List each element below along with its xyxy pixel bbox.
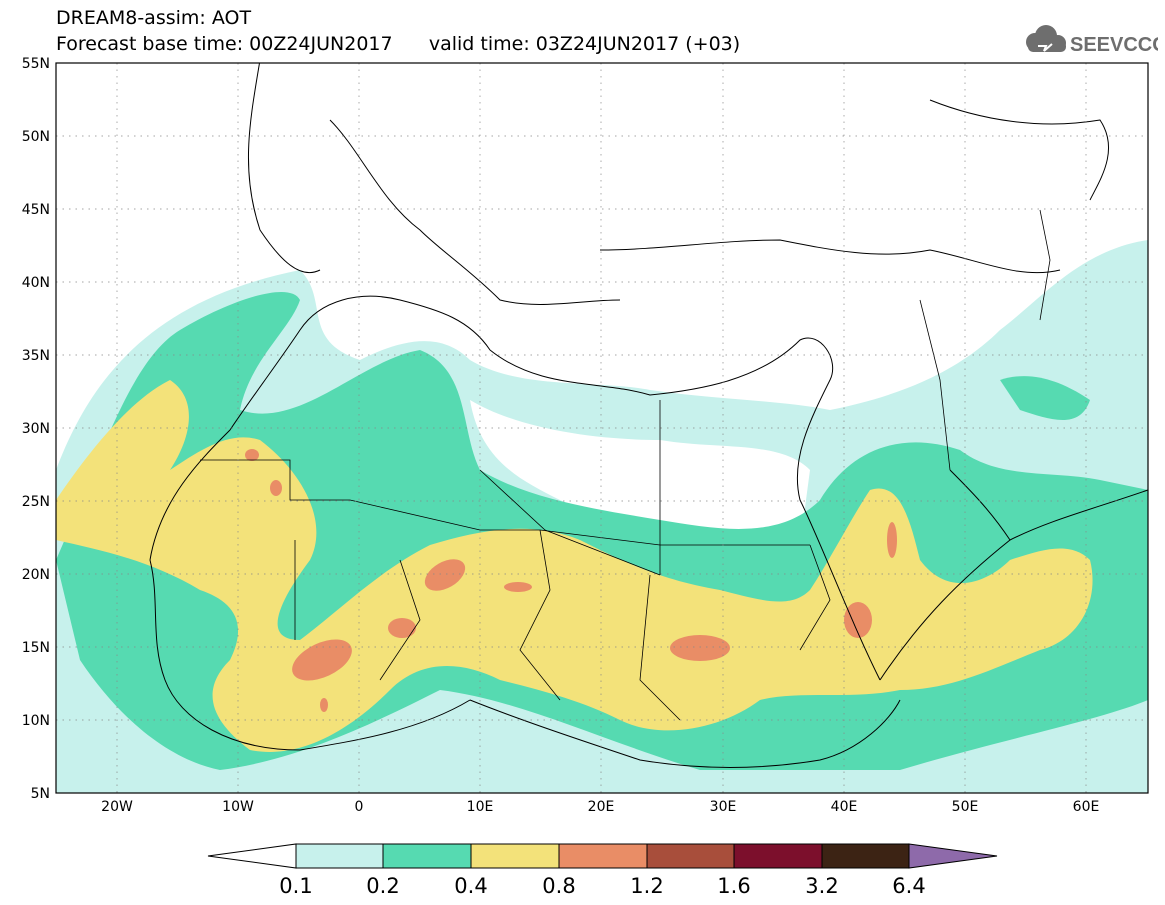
lat-axis: 55N 50N 45N 40N 35N 30N 25N 20N 15N 10N … [22, 56, 50, 802]
aot-contour-0.2-iran [1000, 376, 1090, 420]
lat-tick: 45N [22, 202, 50, 218]
lon-tick: 20W [101, 799, 133, 815]
map-frame [55, 62, 1149, 794]
lon-tick: 10W [222, 799, 254, 815]
colorbar-under-arrow [207, 843, 297, 869]
lat-tick: 15N [22, 640, 50, 656]
colorbar-bin [821, 843, 910, 869]
colorbar-labels: 0.1 0.2 0.4 0.8 1.2 1.6 3.2 6.4 [279, 874, 925, 898]
forecast-times: Forecast base time: 00Z24JUN2017 valid t… [56, 33, 740, 55]
lon-tick: 60E [1073, 799, 1100, 815]
colorbar-bin [733, 843, 823, 869]
lon-tick: 30E [710, 799, 737, 815]
aot-clear-egypt [470, 400, 810, 545]
lon-tick: 50E [952, 799, 979, 815]
lat-tick: 20N [22, 567, 50, 583]
map-title: DREAM8-assim: AOT [56, 7, 252, 29]
lat-tick: 55N [22, 56, 50, 72]
aot-contour-0.8 [245, 449, 897, 712]
colorbar-bin [295, 843, 384, 869]
colorbar-bin [558, 843, 648, 869]
lat-tick: 25N [22, 494, 50, 510]
colorbar-label: 0.8 [542, 874, 575, 898]
lat-tick: 40N [22, 275, 50, 291]
colorbar-label: 1.2 [630, 874, 663, 898]
coastlines [149, 63, 1148, 768]
colorbar-bin [382, 843, 472, 869]
svg-text:SEEVCCC: SEEVCCC [1070, 34, 1158, 56]
lon-tick: 0 [355, 799, 364, 815]
colorbar [207, 843, 998, 869]
colorbar-label: 0.4 [454, 874, 487, 898]
colorbar-label: 0.2 [366, 874, 399, 898]
colorbar-over-arrow [908, 843, 998, 869]
lat-tick: 5N [31, 786, 50, 802]
lat-tick: 35N [22, 348, 50, 364]
colorbar-label: 6.4 [892, 874, 925, 898]
grid-lines [56, 63, 1148, 793]
colorbar-label: 0.1 [279, 874, 312, 898]
valid-time: valid time: 03Z24JUN2017 (+03) [428, 33, 741, 55]
lat-tick: 10N [22, 713, 50, 729]
lon-tick: 20E [588, 799, 615, 815]
lat-tick: 50N [22, 129, 50, 145]
lon-axis: 20W 10W 0 10E 20E 30E 40E 50E 60E [101, 799, 1099, 815]
base-time: Forecast base time: 00Z24JUN2017 [56, 33, 393, 55]
colorbar-label: 3.2 [805, 874, 838, 898]
country-borders [200, 209, 1051, 721]
lon-tick: 40E [831, 799, 858, 815]
colorbar-bin [470, 843, 560, 869]
colorbar-label: 1.6 [717, 874, 750, 898]
seevccc-logo: SEEVCCC [1026, 25, 1158, 56]
lon-tick: 10E [467, 799, 494, 815]
lat-tick: 30N [22, 421, 50, 437]
colorbar-bin [646, 843, 735, 869]
